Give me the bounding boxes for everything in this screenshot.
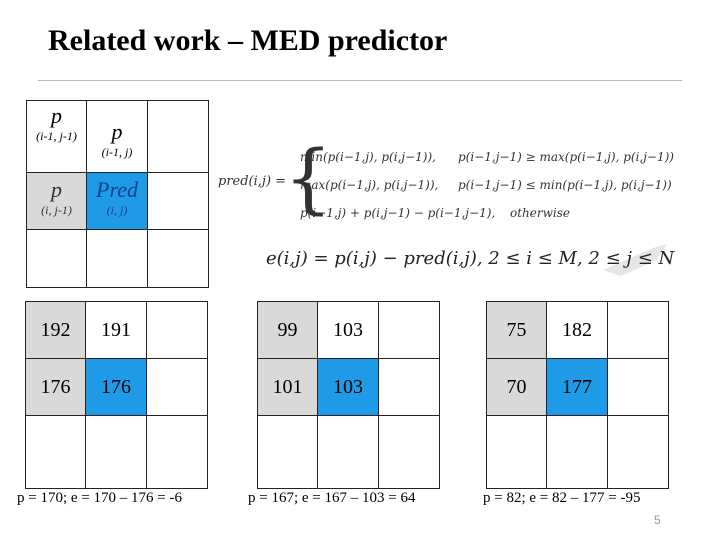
cell-top-left: p (i-1, j-1) bbox=[27, 101, 87, 173]
empty-cell bbox=[608, 302, 668, 359]
pixel-value: 103 bbox=[333, 318, 363, 341]
pixel-value: 176 bbox=[40, 375, 71, 398]
cell-mid-left: p (i, j-1) bbox=[27, 173, 87, 230]
empty-cell bbox=[147, 302, 207, 359]
neighborhood-grid: p (i-1, j-1) p (i-1, j) p (i, j-1) Pred … bbox=[26, 100, 209, 288]
empty-cell bbox=[608, 359, 668, 416]
example-1-caption: p = 170; e = 170 – 176 = -6 bbox=[17, 490, 182, 506]
page-number: 5 bbox=[654, 513, 661, 527]
value-cell: 70 bbox=[487, 359, 547, 416]
pred-value: 176 bbox=[101, 375, 131, 398]
example-grid-2: 99 103 101 103 bbox=[257, 301, 440, 489]
case-1-cond: p(i−1,j−1) ≥ max(p(i−1,j), p(i,j−1)) bbox=[458, 150, 674, 164]
pred-value: 103 bbox=[333, 375, 363, 398]
cell-symbol: p bbox=[51, 103, 62, 128]
med-formula: pred(i,j) = { min(p(i−1,j), p(i,j−1)), p… bbox=[218, 133, 674, 286]
example-grid-1: 192 191 176 176 bbox=[25, 301, 208, 489]
case-2-expr: max(p(i−1,j), p(i,j−1)), bbox=[300, 178, 439, 192]
decorative-arrow-icon bbox=[603, 244, 667, 276]
empty-cell bbox=[608, 416, 668, 488]
pixel-value: 192 bbox=[40, 318, 71, 341]
title-divider bbox=[38, 80, 682, 81]
empty-cell bbox=[318, 416, 379, 488]
cell-top-mid: p (i-1, j) bbox=[87, 101, 148, 173]
cell-subscript: (i-1, j) bbox=[101, 145, 133, 159]
pred-value: 177 bbox=[562, 375, 592, 398]
value-cell: 176 bbox=[26, 359, 86, 416]
value-cell: 192 bbox=[26, 302, 86, 359]
cell-symbol: p bbox=[51, 177, 62, 202]
case-2-cond: p(i−1,j−1) ≤ min(p(i−1,j), p(i,j−1)) bbox=[458, 178, 672, 192]
value-cell: 103 bbox=[318, 302, 379, 359]
value-cell: 101 bbox=[258, 359, 318, 416]
slide-title: Related work – MED predictor bbox=[48, 24, 448, 57]
pixel-value: 75 bbox=[506, 318, 527, 341]
cell-subscript: (i-1, j-1) bbox=[36, 129, 77, 143]
cell-bot-mid bbox=[87, 230, 148, 287]
empty-cell bbox=[379, 302, 439, 359]
value-cell: 99 bbox=[258, 302, 318, 359]
pixel-value: 99 bbox=[277, 318, 298, 341]
empty-cell bbox=[258, 416, 318, 488]
pred-subscript: (i, j) bbox=[106, 203, 128, 217]
empty-cell bbox=[547, 416, 608, 488]
cell-bot-right bbox=[148, 230, 208, 287]
case-3-cond: otherwise bbox=[510, 206, 570, 220]
cell-pred: Pred (i, j) bbox=[87, 173, 148, 230]
empty-cell bbox=[147, 359, 207, 416]
pred-value-cell: 177 bbox=[547, 359, 608, 416]
cell-subscript: (i, j-1) bbox=[41, 203, 72, 217]
case-3-expr: p(i−1,j) + p(i,j−1) − p(i−1,j−1), bbox=[300, 206, 496, 220]
empty-cell bbox=[487, 416, 547, 488]
example-3-caption: p = 82; e = 82 – 177 = -95 bbox=[483, 490, 641, 506]
empty-cell bbox=[86, 416, 147, 488]
pred-value-cell: 176 bbox=[86, 359, 147, 416]
formula-brace: { bbox=[284, 133, 333, 222]
cell-symbol: p bbox=[111, 119, 123, 144]
value-cell: 75 bbox=[487, 302, 547, 359]
pred-symbol: Pred bbox=[96, 177, 138, 202]
cell-mid-right bbox=[148, 173, 208, 230]
empty-cell bbox=[147, 416, 207, 488]
pixel-value: 101 bbox=[272, 375, 303, 398]
cell-bot-left bbox=[27, 230, 87, 287]
cell-top-right bbox=[148, 101, 208, 173]
value-cell: 182 bbox=[547, 302, 608, 359]
error-equation: e(i,j) = p(i,j) − pred(i,j), 2 ≤ i ≤ M, … bbox=[266, 248, 675, 269]
example-grid-3: 75 182 70 177 bbox=[486, 301, 669, 489]
pixel-value: 191 bbox=[101, 318, 131, 341]
example-2-caption: p = 167; e = 167 – 103 = 64 bbox=[248, 490, 416, 506]
empty-cell bbox=[379, 416, 439, 488]
formula-lhs: pred(i,j) = bbox=[218, 174, 287, 189]
pixel-value: 70 bbox=[506, 375, 527, 398]
case-1-expr: min(p(i−1,j), p(i,j−1)), bbox=[300, 150, 436, 164]
value-cell: 191 bbox=[86, 302, 147, 359]
empty-cell bbox=[379, 359, 439, 416]
empty-cell bbox=[26, 416, 86, 488]
pred-value-cell: 103 bbox=[318, 359, 379, 416]
pixel-value: 182 bbox=[562, 318, 592, 341]
